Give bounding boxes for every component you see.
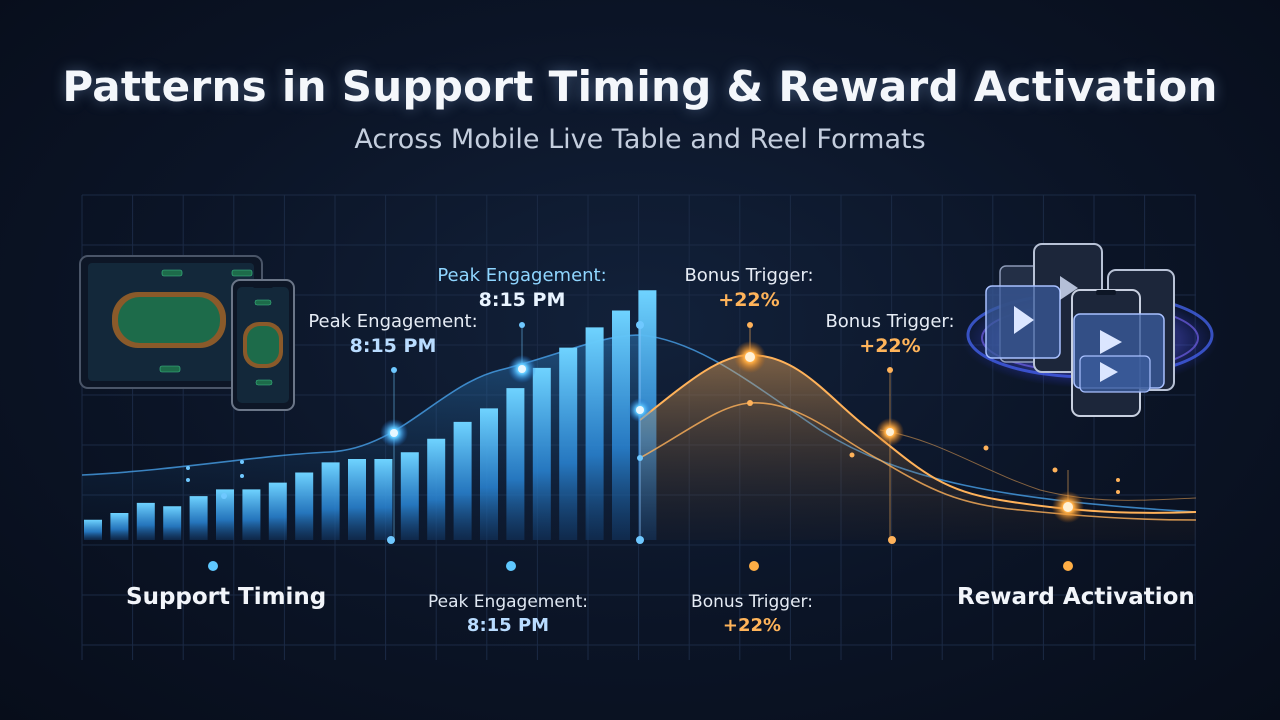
stacked-phones-reel-video-icon <box>962 243 1218 417</box>
reward-curve-faint <box>879 429 1197 501</box>
page-subtitle: Across Mobile Live Table and Reel Format… <box>354 124 926 155</box>
bar-21 <box>612 310 630 540</box>
axis-annotation-bonus: Bonus Trigger: +22% <box>691 592 813 636</box>
bar-14 <box>427 438 446 540</box>
bar-19 <box>559 347 578 540</box>
bar-17 <box>506 388 525 540</box>
small-dots <box>186 321 1120 571</box>
bar-3 <box>136 502 155 540</box>
support-area <box>82 335 640 540</box>
axis-label-support-timing: Support Timing <box>126 584 327 610</box>
bar-18 <box>532 367 551 540</box>
annotation-bonus-right: Bonus Trigger: +22% <box>825 311 955 357</box>
bar-10 <box>321 462 340 540</box>
bar-5 <box>189 496 208 540</box>
bar-1 <box>84 519 102 540</box>
reward-area <box>640 355 1196 540</box>
bar-11 <box>348 459 366 540</box>
bar-8 <box>268 482 287 540</box>
bar-4 <box>163 506 182 540</box>
reward-curve-lower <box>639 402 1197 521</box>
bar-7 <box>242 489 261 540</box>
bar-9 <box>295 472 314 540</box>
annotation-peak-top: Peak Engagement: 8:15 PM <box>437 265 607 311</box>
annotation-bonus-top: Bonus Trigger: +22% <box>684 265 814 311</box>
bar-2 <box>110 513 129 540</box>
page-title: Patterns in Support Timing & Reward Acti… <box>62 62 1218 111</box>
axis-annotation-peak: Peak Engagement: 8:15 PM <box>428 592 588 636</box>
bar-12 <box>374 459 393 540</box>
bar-15 <box>453 421 472 540</box>
bar-16 <box>480 408 498 540</box>
axis-label-reward-activation: Reward Activation <box>957 584 1195 610</box>
tablet-and-phone-live-table-icon <box>79 255 295 411</box>
annotation-peak-left: Peak Engagement: 8:15 PM <box>308 311 478 357</box>
bar-6 <box>216 489 234 540</box>
bar-13 <box>400 452 419 540</box>
bar-20 <box>585 327 604 540</box>
highlight-markers <box>380 341 1084 523</box>
